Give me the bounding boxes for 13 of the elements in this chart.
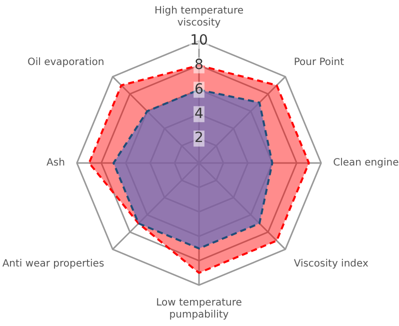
y-tick-label: 4 bbox=[194, 106, 204, 122]
y-tick-label: 2 bbox=[194, 130, 204, 146]
spoke-label: Clean engine bbox=[333, 158, 399, 169]
spoke-label: Pour Point bbox=[294, 56, 344, 68]
spoke-label: Viscosity index bbox=[294, 258, 368, 270]
spoke-label: Oil evaporation bbox=[28, 56, 104, 68]
y-tick-label: 6 bbox=[194, 81, 204, 98]
spoke-label: High temperature viscosity bbox=[154, 5, 244, 28]
spoke-label: Anti wear properties bbox=[2, 258, 104, 270]
y-tick-label: 8 bbox=[194, 56, 204, 73]
spoke-label: Ash bbox=[46, 158, 65, 169]
spoke-label: Low temperature pumpability bbox=[156, 298, 242, 321]
y-tick-label: 10 bbox=[190, 32, 208, 49]
